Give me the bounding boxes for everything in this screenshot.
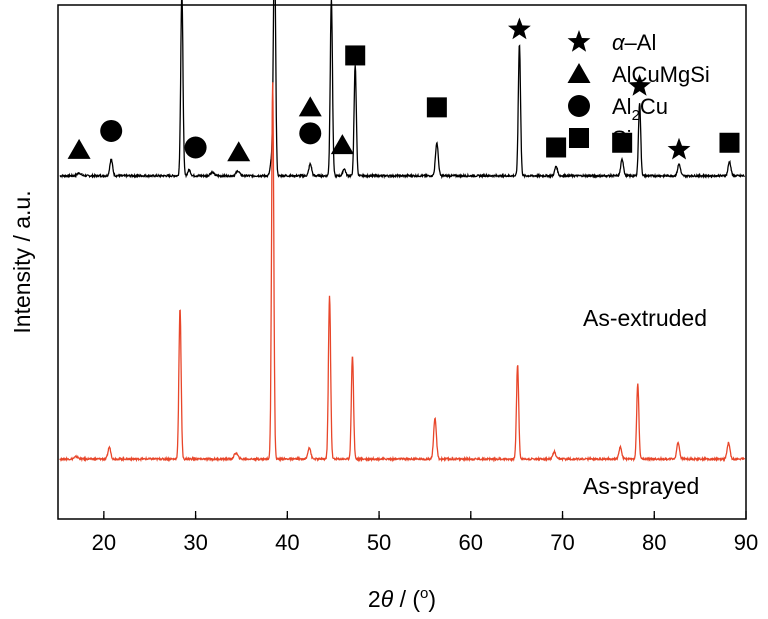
circle-marker (299, 122, 322, 145)
star-legend-icon (567, 30, 591, 52)
circle-marker (184, 136, 207, 159)
x-tick-label: 20 (92, 530, 116, 555)
curve-label-as-sprayed: As-sprayed (583, 473, 699, 499)
triangle-marker (67, 138, 91, 159)
square-legend-icon (569, 128, 589, 148)
series-line-as-extruded (59, 0, 745, 180)
phase-markers (67, 17, 740, 162)
x-axis-label: 2θ / (o) (368, 585, 436, 612)
x-tick-label: 40 (275, 530, 299, 555)
square-marker (719, 132, 740, 153)
legend-label: α–Al (612, 30, 656, 55)
x-tick-label: 70 (550, 530, 574, 555)
circle-legend-icon (568, 95, 590, 117)
square-marker (612, 132, 633, 153)
series-line-as-sprayed (59, 82, 746, 463)
triangle-marker (227, 141, 251, 162)
legend-label: AlCuMgSi (612, 62, 710, 87)
legend-label: Si (612, 126, 632, 151)
plot-frame (57, 4, 747, 520)
square-marker (546, 137, 567, 158)
square-marker (426, 97, 447, 118)
xrd-curves (59, 0, 746, 463)
triangle-legend-icon (567, 63, 591, 83)
square-marker (345, 45, 366, 66)
x-tick-label: 50 (367, 530, 391, 555)
x-axis-ticks: 20 30 40 50 60 70 80 90 (92, 511, 758, 555)
circle-marker (100, 119, 123, 142)
curve-label-as-extruded: As-extruded (583, 305, 707, 331)
legend-label: Al2Cu (612, 94, 668, 124)
y-axis-label: Intensity / a.u. (9, 190, 35, 333)
star-marker (508, 17, 531, 40)
star-marker (628, 74, 651, 96)
x-tick-label: 60 (459, 530, 483, 555)
triangle-marker (298, 96, 322, 117)
x-tick-label: 90 (734, 530, 758, 555)
x-tick-label: 30 (183, 530, 207, 555)
x-tick-label: 80 (642, 530, 666, 555)
triangle-marker (330, 134, 354, 155)
star-marker (667, 137, 691, 160)
